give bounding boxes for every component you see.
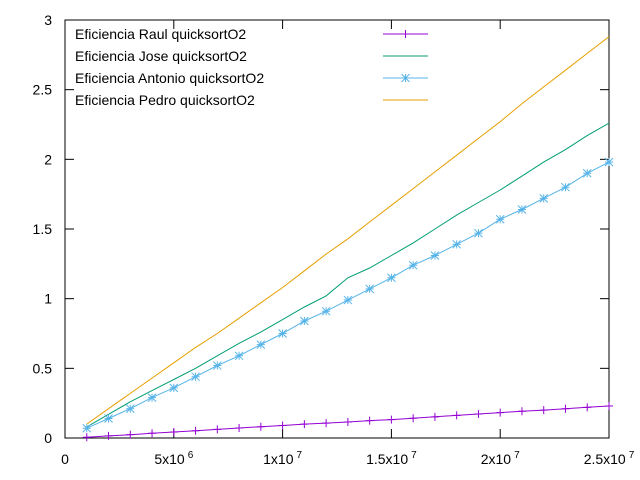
plus-marker [126, 430, 135, 439]
star-marker [343, 295, 353, 305]
y-tick-label: 0.5 [33, 360, 53, 376]
y-tick-label: 1 [44, 291, 52, 307]
series-line [86, 122, 610, 428]
x-tick-label: 2.5x10 7 [584, 450, 635, 467]
legend-label: Eficiencia Antonio quicksortO2 [75, 70, 264, 86]
star-marker [169, 383, 179, 393]
star-marker [104, 414, 113, 423]
plus-marker [191, 426, 200, 435]
plus-marker [401, 30, 410, 38]
plus-marker [605, 401, 613, 410]
star-marker [582, 168, 592, 178]
star-marker [147, 393, 157, 402]
x-tick-label-exponent: 7 [411, 450, 417, 461]
plus-marker [256, 422, 265, 431]
plus-marker [517, 407, 526, 416]
legend-item-2: Eficiencia Jose quicksortO2 [75, 48, 428, 64]
legend: Eficiencia Raul quicksortO2 Eficiencia Jo… [75, 26, 428, 108]
plus-marker [365, 416, 374, 425]
star-marker [321, 306, 331, 316]
plus-marker [409, 414, 418, 423]
plus-marker [235, 423, 244, 432]
plus-marker [300, 420, 309, 429]
series-1 [82, 401, 613, 442]
star-marker [561, 182, 570, 192]
star-marker [256, 340, 266, 350]
axes: 00.511.522.530 5x10 6 1x10 7 1.5x10 7 2x10 7 2.5x… [33, 12, 635, 467]
x-tick-label-base: 2.5x10 [584, 451, 626, 467]
x-tick-label-base: 5x10 [154, 451, 185, 467]
plus-marker [82, 433, 91, 442]
x-tick-label-base: 1x10 [263, 451, 294, 467]
x-tick-label-base: 1.5x10 [366, 451, 408, 467]
star-marker [387, 273, 396, 283]
x-tick-label: 0 [61, 451, 69, 467]
star-marker [517, 205, 527, 214]
x-tick-label: 1.5x10 7 [366, 450, 417, 467]
plus-marker [474, 410, 483, 419]
plus-marker [213, 425, 222, 434]
plus-marker [430, 412, 439, 421]
star-marker [539, 193, 549, 203]
legend-item-4: Eficiencia Pedro quicksortO2 [75, 92, 428, 108]
star-marker [474, 228, 483, 238]
legend-item-1: Eficiencia Raul quicksortO2 [75, 26, 428, 42]
plus-marker [322, 419, 331, 428]
star-marker [278, 329, 287, 338]
plus-marker [583, 403, 592, 412]
series-3 [82, 157, 614, 433]
star-marker [408, 260, 418, 270]
plus-marker [148, 429, 157, 438]
star-marker [430, 251, 440, 260]
x-tick-label-base: 2x10 [481, 451, 512, 467]
plus-marker [278, 421, 287, 430]
plus-marker [539, 406, 548, 415]
plus-marker [452, 411, 461, 420]
y-tick-label: 1.5 [33, 221, 53, 237]
star-marker [452, 239, 462, 249]
y-tick-label: 2 [44, 151, 52, 167]
plus-marker [343, 417, 352, 426]
plus-marker [561, 404, 570, 413]
x-tick-label-base: 0 [61, 451, 69, 467]
series-line [86, 36, 610, 425]
legend-label: Eficiencia Jose quicksortO2 [75, 48, 247, 64]
y-tick-label: 3 [44, 12, 52, 28]
legend-label: Eficiencia Raul quicksortO2 [75, 26, 246, 42]
x-tick-label: 5x10 6 [154, 450, 193, 467]
x-tick-label-exponent: 7 [629, 450, 635, 461]
series-4 [86, 36, 610, 425]
star-marker [212, 361, 222, 370]
plus-marker [496, 408, 505, 417]
x-tick-label-exponent: 7 [514, 450, 520, 461]
star-marker [82, 423, 92, 433]
series-2 [86, 122, 610, 428]
star-marker [604, 157, 614, 167]
x-tick-label-exponent: 7 [296, 450, 302, 461]
star-marker [495, 214, 505, 224]
star-marker [191, 372, 200, 382]
y-tick-label: 2.5 [33, 82, 53, 98]
star-marker [234, 351, 244, 361]
x-tick-label-exponent: 6 [188, 450, 194, 461]
legend-item-3: Eficiencia Antonio quicksortO2 [75, 70, 428, 86]
star-marker [365, 284, 374, 294]
x-tick-label: 1x10 7 [263, 450, 302, 467]
legend-label: Eficiencia Pedro quicksortO2 [75, 92, 255, 108]
star-marker [401, 73, 410, 83]
plus-marker [387, 415, 396, 424]
plus-marker [169, 428, 178, 437]
star-marker [125, 404, 135, 414]
y-tick-label: 0 [44, 430, 52, 446]
series-layer [82, 36, 614, 442]
star-marker [300, 316, 309, 326]
plus-marker [104, 431, 113, 440]
x-tick-label: 2x10 7 [481, 450, 520, 467]
